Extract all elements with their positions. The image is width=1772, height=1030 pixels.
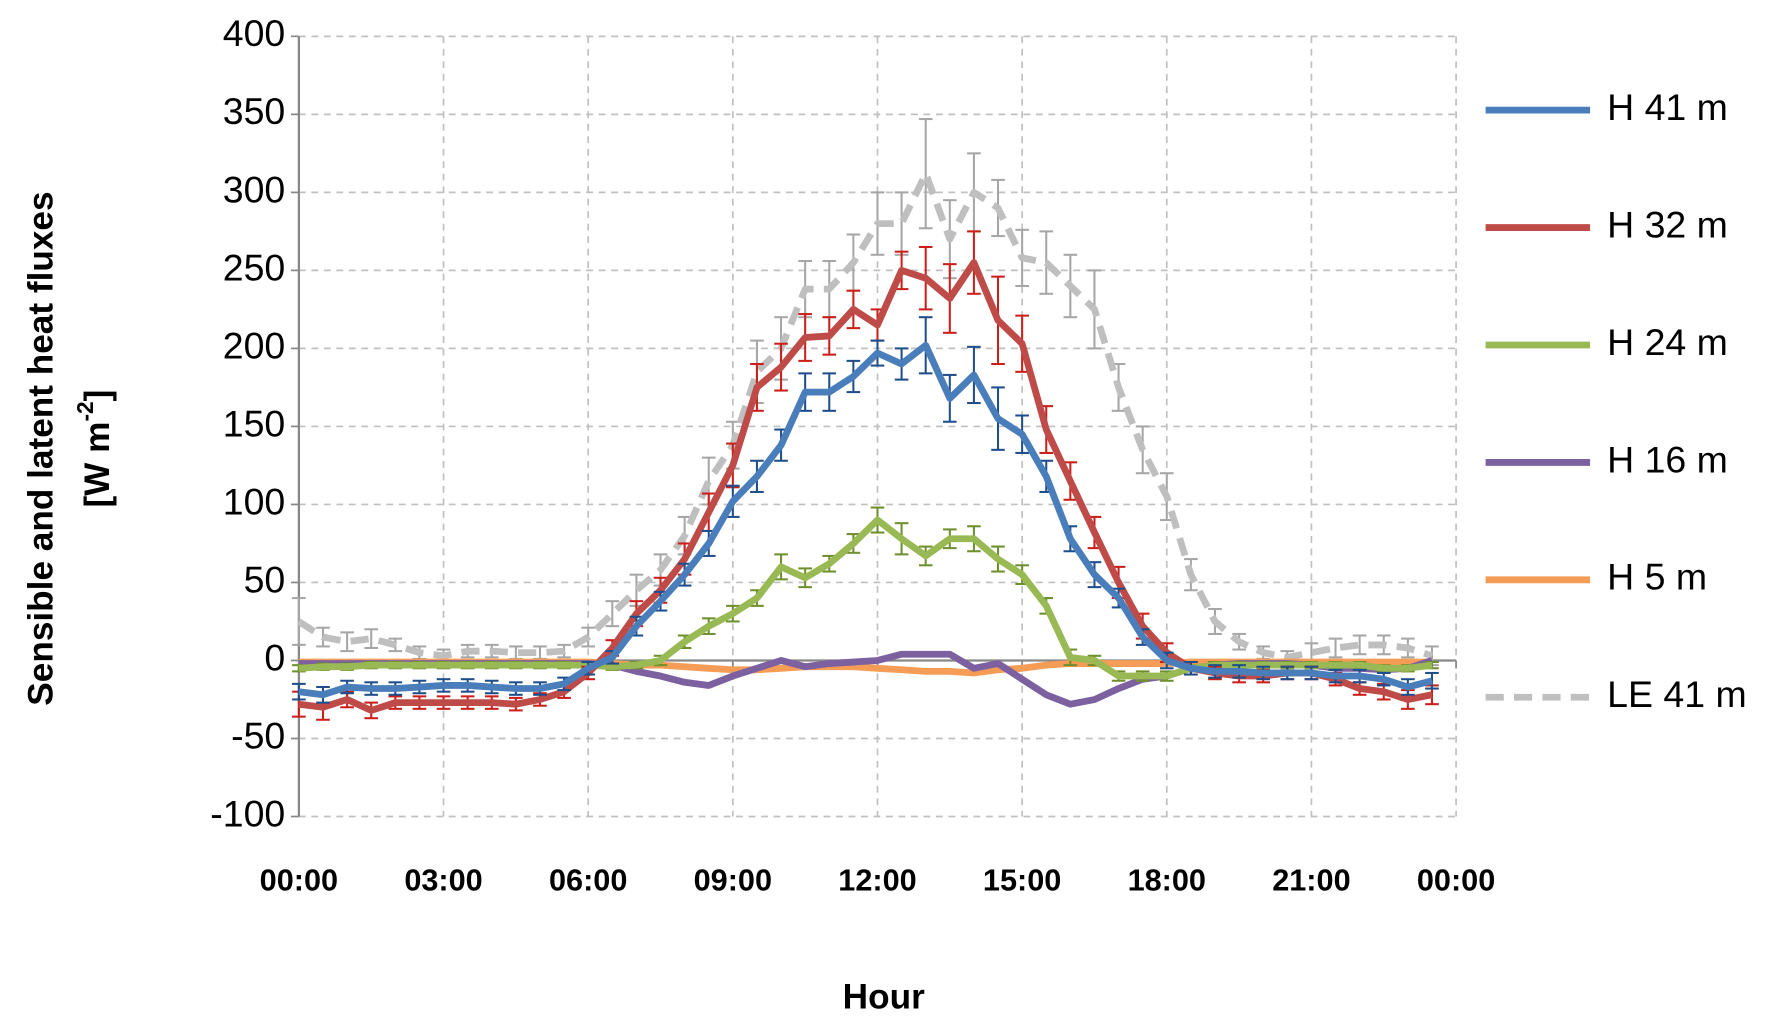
y-tick-label: 350: [223, 90, 286, 132]
x-tick-label: 09:00: [694, 863, 772, 897]
x-tick-label: 00:00: [1417, 863, 1495, 897]
y-tick-label: 0: [264, 636, 285, 678]
error-bar: [894, 191, 909, 256]
y-tick-label: -50: [231, 714, 285, 756]
error-bar: [605, 600, 620, 628]
series-line: [298, 341, 1433, 699]
y-tick-label: 100: [223, 480, 286, 522]
x-tick-label: 12:00: [838, 863, 916, 897]
error-bar: [1328, 637, 1343, 659]
legend-label: LE 41 m: [1607, 673, 1747, 715]
error-bar: [340, 631, 354, 653]
x-tick-label: 03:00: [404, 863, 482, 897]
unit-text: [W m: [78, 422, 117, 508]
y-tick-label: 250: [223, 246, 286, 288]
unit-text: ]: [78, 390, 117, 402]
error-bar: [364, 628, 379, 650]
x-tick-label: 00:00: [260, 863, 338, 897]
series-line: [298, 259, 1433, 714]
x-tick-label: 18:00: [1128, 863, 1206, 897]
error-bar: [918, 118, 933, 230]
unit-exponent: -2: [72, 401, 98, 421]
y-tick-label: 400: [223, 12, 286, 54]
y-tick-label: 50: [244, 558, 286, 600]
y-axis-title: Sensible and latent heat fluxes: [22, 191, 61, 705]
x-tick-label: 06:00: [549, 863, 627, 897]
legend-label: H 24 m: [1607, 321, 1728, 363]
legend-label: H 16 m: [1607, 438, 1728, 480]
x-axis-title: Hour: [843, 978, 925, 1017]
error-bar: [292, 597, 306, 646]
legend-label: H 5 m: [1607, 556, 1707, 598]
y-tick-label: 300: [223, 168, 286, 210]
y-tick-label: 150: [223, 402, 286, 444]
y-tick-label: -100: [210, 792, 285, 834]
series-line: [297, 170, 1434, 661]
y-axis-unit: [W m-2]: [72, 390, 117, 508]
legend-label: H 41 m: [1607, 86, 1728, 128]
error-bar: [292, 682, 306, 701]
plot-area: [292, 118, 1439, 721]
grid: -100 -50 0 50 100 150 200 250 300 350 400 00:00 03:0…: [210, 12, 1495, 897]
y-tick-label: 200: [223, 324, 286, 366]
x-tick-label: 21:00: [1272, 863, 1350, 897]
x-tick-label: 15:00: [983, 863, 1061, 897]
error-bar: [1352, 634, 1367, 656]
legend-label: H 32 m: [1607, 203, 1728, 245]
legend: H 41 m H 32 m H 24 m H 16 m H 5 m LE 41 m: [1485, 86, 1747, 715]
